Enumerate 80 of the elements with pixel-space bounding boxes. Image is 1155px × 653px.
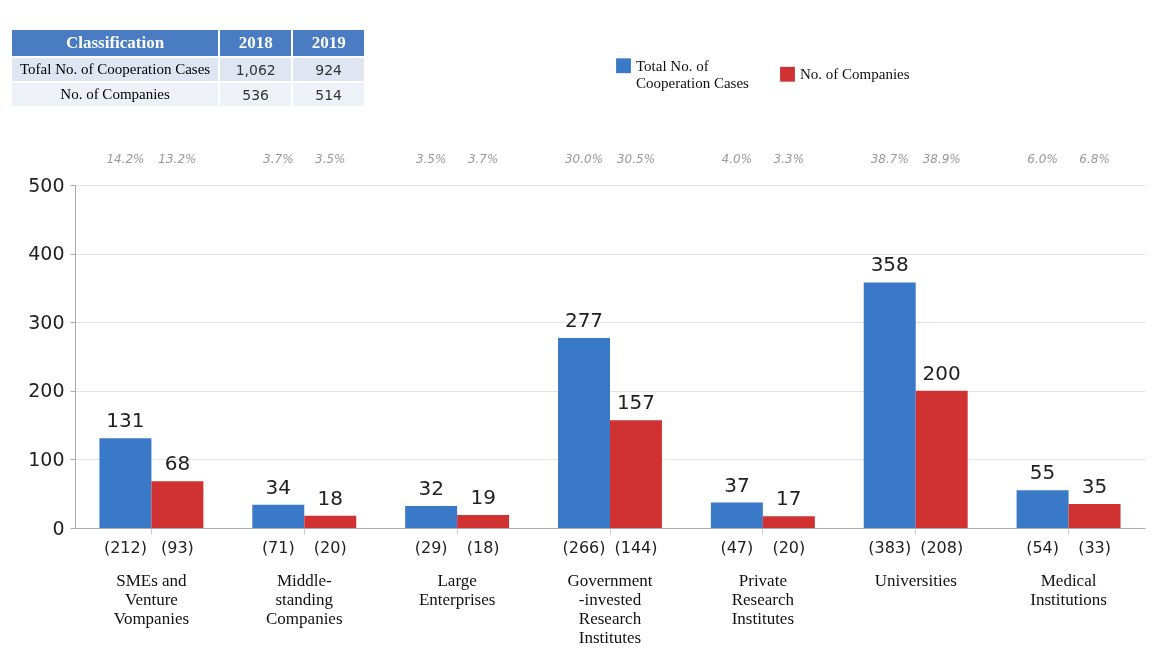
text: 30.0% bbox=[564, 152, 604, 166]
text: 3.7% bbox=[467, 152, 499, 166]
text: 3.7% bbox=[263, 152, 294, 166]
text: (33) bbox=[1078, 538, 1111, 557]
data-label: 68 bbox=[164, 451, 191, 476]
text: Tofal No. of Cooperation Cases bbox=[11, 57, 220, 82]
text: 1,062 bbox=[219, 57, 293, 82]
text: Classification bbox=[11, 29, 220, 57]
text: 3.5% bbox=[315, 152, 346, 166]
text: (20) bbox=[313, 538, 347, 557]
text: 6.8% bbox=[1079, 152, 1110, 166]
text: 14.2% bbox=[106, 152, 145, 166]
text: 924 bbox=[292, 57, 366, 82]
text: (383) bbox=[868, 538, 912, 557]
y-tick-label: 100 bbox=[28, 447, 65, 470]
text: No. of Companies bbox=[11, 82, 220, 107]
bar bbox=[151, 481, 204, 528]
bar bbox=[1068, 503, 1121, 528]
bar bbox=[610, 420, 662, 528]
y-tick-label: 300 bbox=[28, 310, 65, 333]
text: (29) bbox=[414, 538, 448, 557]
data-label: 34 bbox=[265, 474, 292, 499]
text: 3.5% bbox=[415, 152, 447, 166]
bar bbox=[863, 282, 916, 528]
data-label: 37 bbox=[724, 472, 750, 497]
data-label: 55 bbox=[1029, 460, 1056, 485]
text: (266) bbox=[562, 538, 606, 557]
bar bbox=[762, 516, 815, 528]
x-tick-label: Large Enterprises bbox=[418, 570, 496, 609]
y-tick-label: 500 bbox=[28, 173, 65, 196]
y-tick-label: 0 bbox=[52, 516, 65, 539]
text: 536 bbox=[219, 82, 293, 107]
text: (47) bbox=[720, 538, 754, 557]
text: 30.5% bbox=[616, 152, 656, 166]
data-label: 157 bbox=[616, 390, 656, 415]
bar bbox=[558, 337, 610, 528]
data-label: 358 bbox=[870, 252, 909, 277]
text: 2019 bbox=[292, 29, 366, 57]
data-label: 19 bbox=[470, 484, 496, 509]
x-tick-label: Medical Institutions bbox=[1030, 570, 1107, 609]
text: 38.7% bbox=[870, 152, 909, 166]
text: 6.0% bbox=[1027, 152, 1058, 166]
data-label: 17 bbox=[776, 486, 802, 511]
data-label: 131 bbox=[106, 408, 145, 433]
text: (20) bbox=[772, 538, 806, 557]
text: (18) bbox=[466, 538, 500, 557]
text: 3.3% bbox=[773, 152, 805, 166]
bar bbox=[1016, 490, 1069, 528]
text: (93) bbox=[160, 538, 194, 557]
bar bbox=[457, 514, 510, 528]
text: (144) bbox=[614, 538, 658, 557]
text: 38.9% bbox=[922, 152, 961, 166]
y-tick-label: 400 bbox=[28, 242, 65, 265]
data-label: 32 bbox=[418, 476, 444, 501]
text: 4.0% bbox=[721, 152, 753, 166]
text: (212) bbox=[103, 538, 147, 557]
text: 514 bbox=[292, 82, 366, 107]
bar bbox=[915, 390, 968, 528]
text: 13.2% bbox=[158, 152, 197, 166]
bar bbox=[304, 515, 357, 528]
text: (208) bbox=[920, 538, 964, 557]
data-label: 35 bbox=[1081, 473, 1108, 498]
x-tick-label: Middle- standing Companies bbox=[266, 570, 343, 628]
text: (54) bbox=[1026, 538, 1060, 557]
text: 2018 bbox=[219, 29, 293, 57]
data-label: 200 bbox=[922, 360, 961, 385]
bar bbox=[710, 502, 763, 528]
bar bbox=[252, 504, 305, 528]
data-label: 277 bbox=[564, 307, 604, 332]
x-tick-label: SMEs and Venture Vompanies bbox=[113, 570, 190, 628]
y-tick-label: 200 bbox=[28, 379, 65, 402]
text: (71) bbox=[261, 538, 295, 557]
x-tick-label: Private Research Institutes bbox=[731, 570, 795, 628]
bar bbox=[405, 506, 458, 528]
x-tick-label: Universities bbox=[874, 570, 957, 590]
data-label: 18 bbox=[317, 485, 343, 510]
legend-label: Total No. of Cooperation Cases bbox=[636, 57, 750, 91]
bar bbox=[99, 438, 152, 528]
x-tick-label: Government -invested Research Institutes bbox=[567, 570, 653, 647]
legend-label: No. of Companies bbox=[800, 66, 910, 83]
